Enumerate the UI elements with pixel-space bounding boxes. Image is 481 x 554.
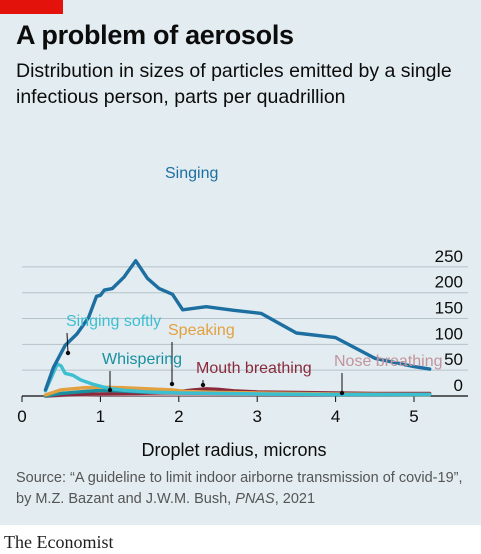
leader-dot-whispering — [107, 387, 113, 393]
source-prefix: Source: “A guideline to limit indoor air… — [16, 470, 463, 507]
series-label-whispering: Whispering — [102, 351, 182, 368]
series-label-singing: Singing — [165, 165, 218, 182]
x-tick-label-4: 4 — [331, 407, 340, 426]
brand-logo: The Economist — [4, 532, 114, 552]
leader-line-singing-softly — [66, 332, 69, 354]
series-label-mouth-breathing: Mouth breathing — [196, 360, 312, 377]
y-tick-label-100: 100 — [435, 324, 463, 343]
red-accent-bar — [0, 0, 63, 14]
x-axis-title: Droplet radius, microns — [141, 440, 326, 460]
line-chart: 0 50 100 150 200 250 0 1 2 3 4 5 Droplet radius, mic… — [17, 165, 468, 460]
leader-dot-singing-softly — [65, 350, 71, 356]
series-label-nose-breathing: Nose breathing — [334, 353, 443, 370]
chart-title: A problem of aerosols — [16, 20, 294, 50]
y-tick-label-50: 50 — [444, 350, 463, 369]
x-tick-label-0: 0 — [17, 407, 26, 426]
y-tick-label-200: 200 — [435, 273, 463, 292]
y-tick-label-150: 150 — [435, 299, 463, 318]
source-note: Source: “A guideline to limit indoor air… — [16, 468, 471, 510]
y-tick-label-0: 0 — [454, 376, 463, 395]
leader-dot-nose-breathing — [339, 390, 345, 396]
series-label-speaking: Speaking — [168, 322, 235, 339]
series-line-singing-softly — [43, 362, 432, 397]
leader-dot-mouth-breathing — [200, 382, 206, 388]
chart-card: A problem of aerosols Distribution in si… — [0, 0, 481, 525]
x-tick-label-1: 1 — [96, 407, 105, 426]
x-tick-label-3: 3 — [252, 407, 261, 426]
source-journal: PNAS — [235, 491, 275, 507]
x-tick-label-5: 5 — [409, 407, 418, 426]
chart-subtitle: Distribution in sizes of particles emitt… — [16, 60, 452, 108]
y-tick-label-250: 250 — [435, 247, 463, 266]
leader-dot-speaking — [169, 381, 175, 387]
series-label-singing-softly: Singing softly — [66, 313, 161, 330]
x-tick-label-2: 2 — [174, 407, 183, 426]
source-suffix: , 2021 — [274, 491, 316, 507]
series-line-singing — [43, 259, 432, 392]
